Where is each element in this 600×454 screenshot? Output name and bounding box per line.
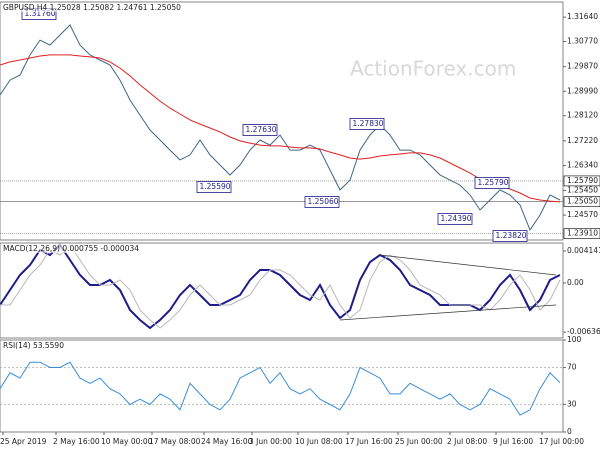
annotation: 1.25590 xyxy=(200,182,231,191)
y-tick-label: 0.004141 xyxy=(567,246,600,255)
annotation-box xyxy=(304,196,340,208)
annotation-box xyxy=(492,230,528,242)
x-tick-label: 10 Jun 08:00 xyxy=(295,437,343,446)
annotation-box xyxy=(349,118,385,130)
annotation: 1.31760 xyxy=(25,9,56,18)
y-tick-label: 70 xyxy=(567,363,577,372)
panel-title: GBPUSD,H4 1.25028 1.25082 1.24761 1.2505… xyxy=(3,3,181,12)
annotation: 1.25060 xyxy=(308,197,339,206)
annotation-box xyxy=(437,213,473,225)
title-bg xyxy=(1,244,151,253)
annotation: 1.25790 xyxy=(478,178,509,187)
trend-line xyxy=(379,254,557,276)
x-tick-label: 17 Jun 16:00 xyxy=(345,437,393,446)
series-line xyxy=(0,361,561,416)
series-line xyxy=(0,54,561,203)
level-label: 1.25790 xyxy=(567,176,598,185)
series-line xyxy=(0,24,561,231)
panel-title: MACD(12,26,9) 0.000755 -0.000034 xyxy=(3,244,139,253)
annotation-box xyxy=(196,181,232,193)
level-label: 1.23910 xyxy=(567,229,598,238)
x-tick-label: 25 Apr 2019 xyxy=(0,437,47,446)
y-tick-label: 100 xyxy=(567,335,582,344)
x-tick-label: 3 Jun 00:00 xyxy=(249,437,292,446)
y-tick-label: 0.00 xyxy=(567,278,584,287)
annotation: 1.24390 xyxy=(441,214,472,223)
y-tick-label: 1.28120 xyxy=(567,111,598,120)
panel-title: RSI(14) 53.5590 xyxy=(3,341,64,350)
x-tick-label: 2 May 16:00 xyxy=(53,437,100,446)
annotation-box xyxy=(474,177,510,189)
level-box xyxy=(563,228,600,239)
series-line xyxy=(0,244,561,329)
x-tick-label: 17 Jul 00:00 xyxy=(539,437,584,446)
y-tick-label: 1.27220 xyxy=(567,136,598,145)
y-tick-label: 30 xyxy=(567,399,577,408)
watermark: ActionForex.com xyxy=(350,57,516,81)
y-tick-label: 1.29870 xyxy=(567,62,598,71)
y-tick-label: 1.26340 xyxy=(567,161,598,170)
panel-frame xyxy=(0,339,564,433)
level-label: 1.25050 xyxy=(567,197,598,206)
y-tick-label: 0 xyxy=(567,427,572,436)
x-tick-label: 25 Jun 00:00 xyxy=(395,437,443,446)
y-tick-label: 1.25450 xyxy=(567,185,598,194)
level-box xyxy=(563,175,600,187)
annotation: 1.23820 xyxy=(496,231,527,240)
y-tick-label: 1.28990 xyxy=(567,86,598,95)
annotation: 1.27830 xyxy=(353,119,384,128)
title-bg xyxy=(1,341,151,350)
x-tick-label: 17 May 08:00 xyxy=(149,437,201,446)
annotation-box xyxy=(242,124,278,136)
level-box xyxy=(563,196,600,207)
x-tick-label: 10 May 00:00 xyxy=(101,437,153,446)
title-bg xyxy=(1,3,151,12)
x-tick-label: 2 Jul 08:00 xyxy=(447,437,487,446)
y-tick-label: 1.31640 xyxy=(567,12,598,21)
annotation: 1.27630 xyxy=(246,125,277,134)
y-tick-label: 1.30770 xyxy=(567,36,598,45)
y-tick-label: 1.24570 xyxy=(567,210,598,219)
y-tick-label: -0.006365 xyxy=(567,327,600,336)
panel-frame xyxy=(0,242,564,339)
trend-line xyxy=(339,304,557,321)
x-tick-label: 24 May 16:00 xyxy=(201,437,253,446)
x-tick-label: 9 Jul 16:00 xyxy=(493,437,533,446)
panel-frame xyxy=(0,1,564,241)
